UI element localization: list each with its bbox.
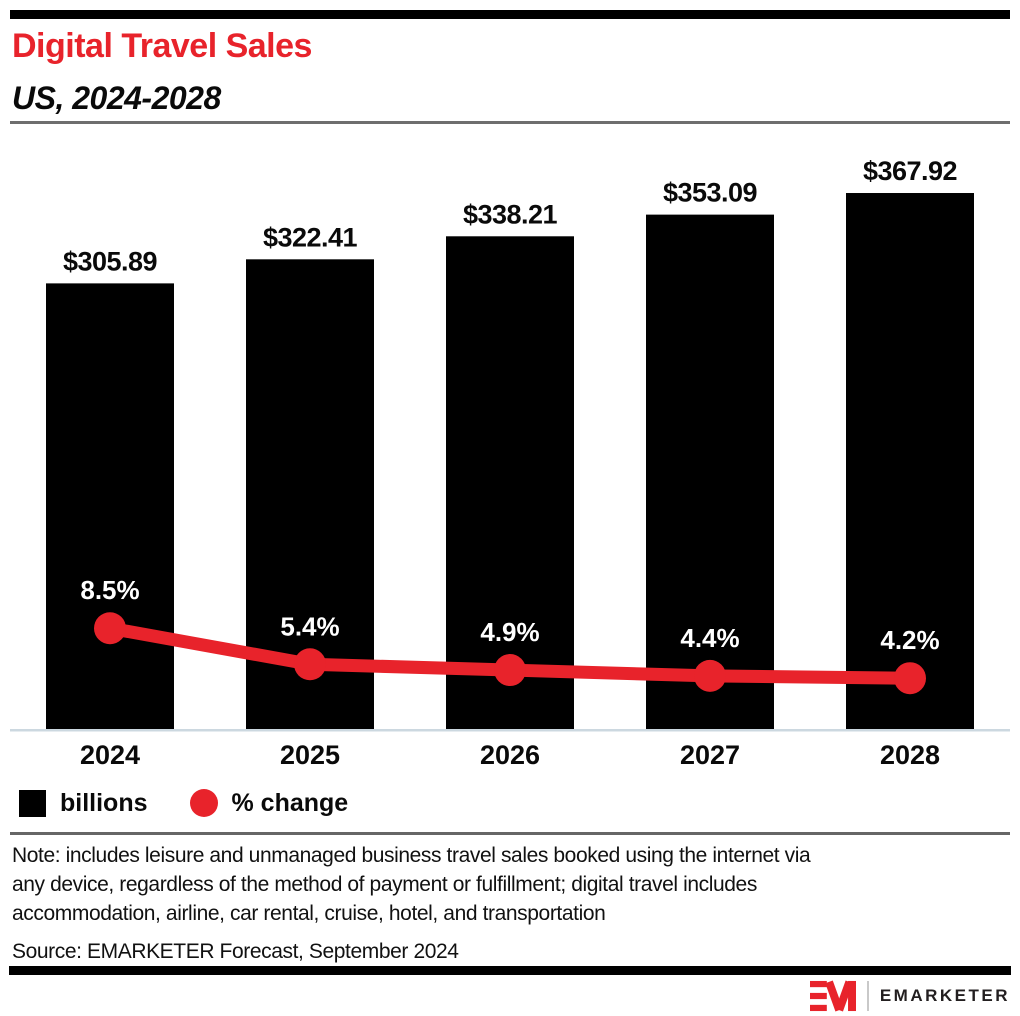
- pct-change-label-2024: 8.5%: [80, 575, 139, 605]
- note-line-1: Note: includes leisure and unmanaged bus…: [12, 844, 811, 867]
- legend-label-billions: billions: [60, 788, 148, 817]
- legend-item-pct-change: % change: [189, 788, 349, 818]
- pct-change-point-2027: [694, 659, 726, 692]
- page-subtitle: US, 2024-2028: [12, 80, 221, 116]
- bar-2024: [46, 283, 174, 729]
- page-title: Digital Travel Sales: [12, 27, 312, 65]
- emarketer-wordmark: EMARKETER: [879, 986, 1010, 1005]
- pct-change-point-2025: [294, 648, 326, 681]
- bar-value-label-2024: $305.89: [63, 246, 158, 276]
- bar-value-label-2025: $322.41: [263, 222, 358, 252]
- pct-change-swatch-icon: [189, 789, 218, 817]
- top-accent-bar: [10, 10, 1010, 19]
- legend-label-pct-change: % change: [231, 788, 349, 817]
- pct-change-point-2028: [894, 662, 926, 695]
- legend-item-billions: billions: [19, 789, 148, 818]
- pct-change-label-2025: 5.4%: [280, 611, 339, 641]
- x-axis-label-2028: 2028: [880, 740, 940, 770]
- header-divider: [10, 121, 1010, 124]
- digital-travel-sales-chart: $305.89 $322.41 $338.21 $353.09 $367.92 8.5% 5…: [10, 156, 1010, 770]
- x-axis-label-2025: 2025: [280, 740, 340, 770]
- emarketer-monogram-icon: [809, 980, 856, 1012]
- bar-2026: [446, 236, 574, 730]
- x-axis-label-2024: 2024: [80, 740, 140, 770]
- bar-value-label-2026: $338.21: [463, 199, 558, 229]
- pct-change-label-2028: 4.2%: [880, 625, 939, 655]
- bar-value-label-2028: $367.92: [863, 156, 957, 186]
- logo-divider: [866, 981, 869, 1011]
- billions-swatch-icon: [19, 789, 46, 817]
- footer-divider: [10, 832, 1010, 835]
- emarketer-logo: EMARKETER: [809, 980, 1010, 1012]
- pct-change-point-2024: [94, 612, 126, 645]
- bottom-accent-bar: [9, 966, 1011, 975]
- x-axis-baseline: [10, 729, 1010, 732]
- x-axis-label-2026: 2026: [480, 740, 540, 770]
- bar-value-label-2027: $353.09: [663, 178, 758, 208]
- note-line-2: any device, regardless of the method of …: [12, 873, 757, 896]
- chart-legend: billions % change: [19, 786, 348, 820]
- bar-2028: [846, 193, 974, 729]
- pct-change-point-2026: [494, 654, 526, 687]
- pct-change-label-2026: 4.9%: [480, 617, 539, 647]
- x-axis-label-2027: 2027: [680, 740, 740, 770]
- note-line-3: accommodation, airline, car rental, crui…: [12, 902, 606, 925]
- source-line: Source: EMARKETER Forecast, September 20…: [12, 940, 459, 963]
- chart-note: Note: includes leisure and unmanaged bus…: [12, 841, 1007, 928]
- bar-2027: [646, 214, 774, 730]
- pct-change-label-2027: 4.4%: [680, 623, 739, 653]
